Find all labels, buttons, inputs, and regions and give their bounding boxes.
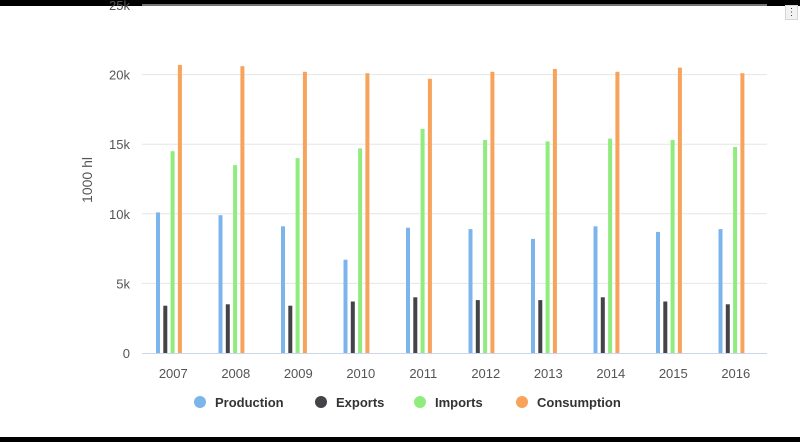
x-tick-label: 2016: [721, 366, 750, 381]
bar-production-2009[interactable]: [281, 226, 285, 353]
bar-imports-2012[interactable]: [483, 140, 488, 353]
legend-label: Production: [215, 395, 284, 410]
legend-label: Consumption: [537, 395, 621, 410]
bar-imports-2013[interactable]: [545, 141, 550, 353]
bar-production-2010[interactable]: [343, 259, 348, 353]
y-axis: 0 5k 10k 15k 20k 25k: [109, 0, 130, 361]
legend-item-imports[interactable]: Imports: [414, 395, 483, 410]
bar-exports-2014[interactable]: [600, 297, 605, 353]
bar-exports-2010[interactable]: [350, 301, 355, 354]
bar-consumption-2008[interactable]: [240, 66, 245, 353]
x-tick-label: 2011: [409, 366, 437, 381]
legend-marker: [414, 396, 426, 408]
x-tick-label: 2013: [534, 366, 563, 381]
legend-label: Exports: [336, 395, 384, 410]
bar-consumption-2015[interactable]: [677, 67, 682, 353]
x-tick-label: 2012: [471, 366, 500, 381]
bar-exports-2012[interactable]: [475, 300, 480, 353]
vertical-ellipsis-icon: ⋮: [786, 6, 797, 18]
bar-consumption-2007[interactable]: [177, 64, 182, 354]
bar-imports-2007[interactable]: [170, 151, 175, 353]
bar-imports-2011[interactable]: [420, 128, 425, 353]
legend-item-exports[interactable]: Exports: [315, 395, 384, 410]
bar-series: [156, 64, 745, 354]
bar-consumption-2016[interactable]: [740, 73, 745, 353]
bar-production-2011[interactable]: [406, 227, 410, 353]
bar-production-2015[interactable]: [656, 231, 660, 353]
bar-exports-2016[interactable]: [725, 304, 730, 353]
bar-exports-2008[interactable]: [225, 304, 230, 353]
x-tick-label: 2007: [159, 366, 188, 381]
bar-imports-2015[interactable]: [670, 140, 675, 353]
bar-exports-2007[interactable]: [163, 305, 168, 353]
bar-imports-2016[interactable]: [733, 147, 738, 353]
legend-item-consumption[interactable]: Consumption: [516, 395, 621, 410]
bar-production-2013[interactable]: [531, 238, 535, 353]
legend-marker: [315, 396, 327, 408]
y-tick-label: 15k: [109, 137, 130, 152]
bar-exports-2013[interactable]: [538, 300, 543, 353]
bar-imports-2014[interactable]: [608, 138, 613, 353]
bar-consumption-2011[interactable]: [427, 78, 432, 354]
bar-imports-2010[interactable]: [358, 148, 363, 353]
bar-production-2016[interactable]: [718, 229, 723, 353]
bar-imports-2008[interactable]: [233, 165, 238, 353]
bar-production-2012[interactable]: [468, 229, 473, 353]
legend-item-production[interactable]: Production: [194, 395, 284, 410]
context-menu-button[interactable]: ⋮: [785, 5, 798, 20]
bar-consumption-2010[interactable]: [365, 73, 370, 353]
bar-consumption-2012[interactable]: [490, 71, 495, 354]
bar-production-2007[interactable]: [156, 212, 160, 353]
x-tick-label: 2014: [596, 366, 625, 381]
bar-consumption-2014[interactable]: [615, 71, 620, 354]
x-tick-label: 2015: [659, 366, 688, 381]
legend: Production Exports Imports Consumption: [194, 395, 621, 410]
bar-exports-2011[interactable]: [413, 297, 418, 353]
legend-marker: [194, 396, 206, 408]
bottom-border: [0, 437, 800, 442]
x-axis: 2007 2008 2009 2010 2011 2012 2013 2014 2015 2016: [159, 366, 750, 381]
y-tick-label: 0: [123, 346, 130, 361]
y-tick-label: 25k: [109, 0, 130, 13]
bar-production-2008[interactable]: [218, 215, 223, 353]
x-tick-label: 2008: [221, 366, 250, 381]
bar-exports-2009[interactable]: [288, 305, 293, 353]
bar-imports-2009[interactable]: [295, 158, 300, 353]
y-axis-label: 1000 hl: [79, 157, 95, 203]
top-border: [0, 0, 800, 6]
bar-production-2014[interactable]: [593, 226, 598, 353]
x-tick-label: 2009: [284, 366, 313, 381]
x-tick-label: 2010: [346, 366, 375, 381]
y-tick-label: 10k: [109, 207, 130, 222]
y-tick-label: 5k: [116, 276, 130, 291]
bar-consumption-2009[interactable]: [302, 71, 307, 354]
legend-marker: [516, 396, 528, 408]
legend-label: Imports: [435, 395, 483, 410]
bar-consumption-2013[interactable]: [552, 69, 557, 353]
bar-exports-2015[interactable]: [663, 301, 668, 354]
y-tick-label: 20k: [109, 68, 130, 83]
grid-lines: [142, 4, 767, 284]
